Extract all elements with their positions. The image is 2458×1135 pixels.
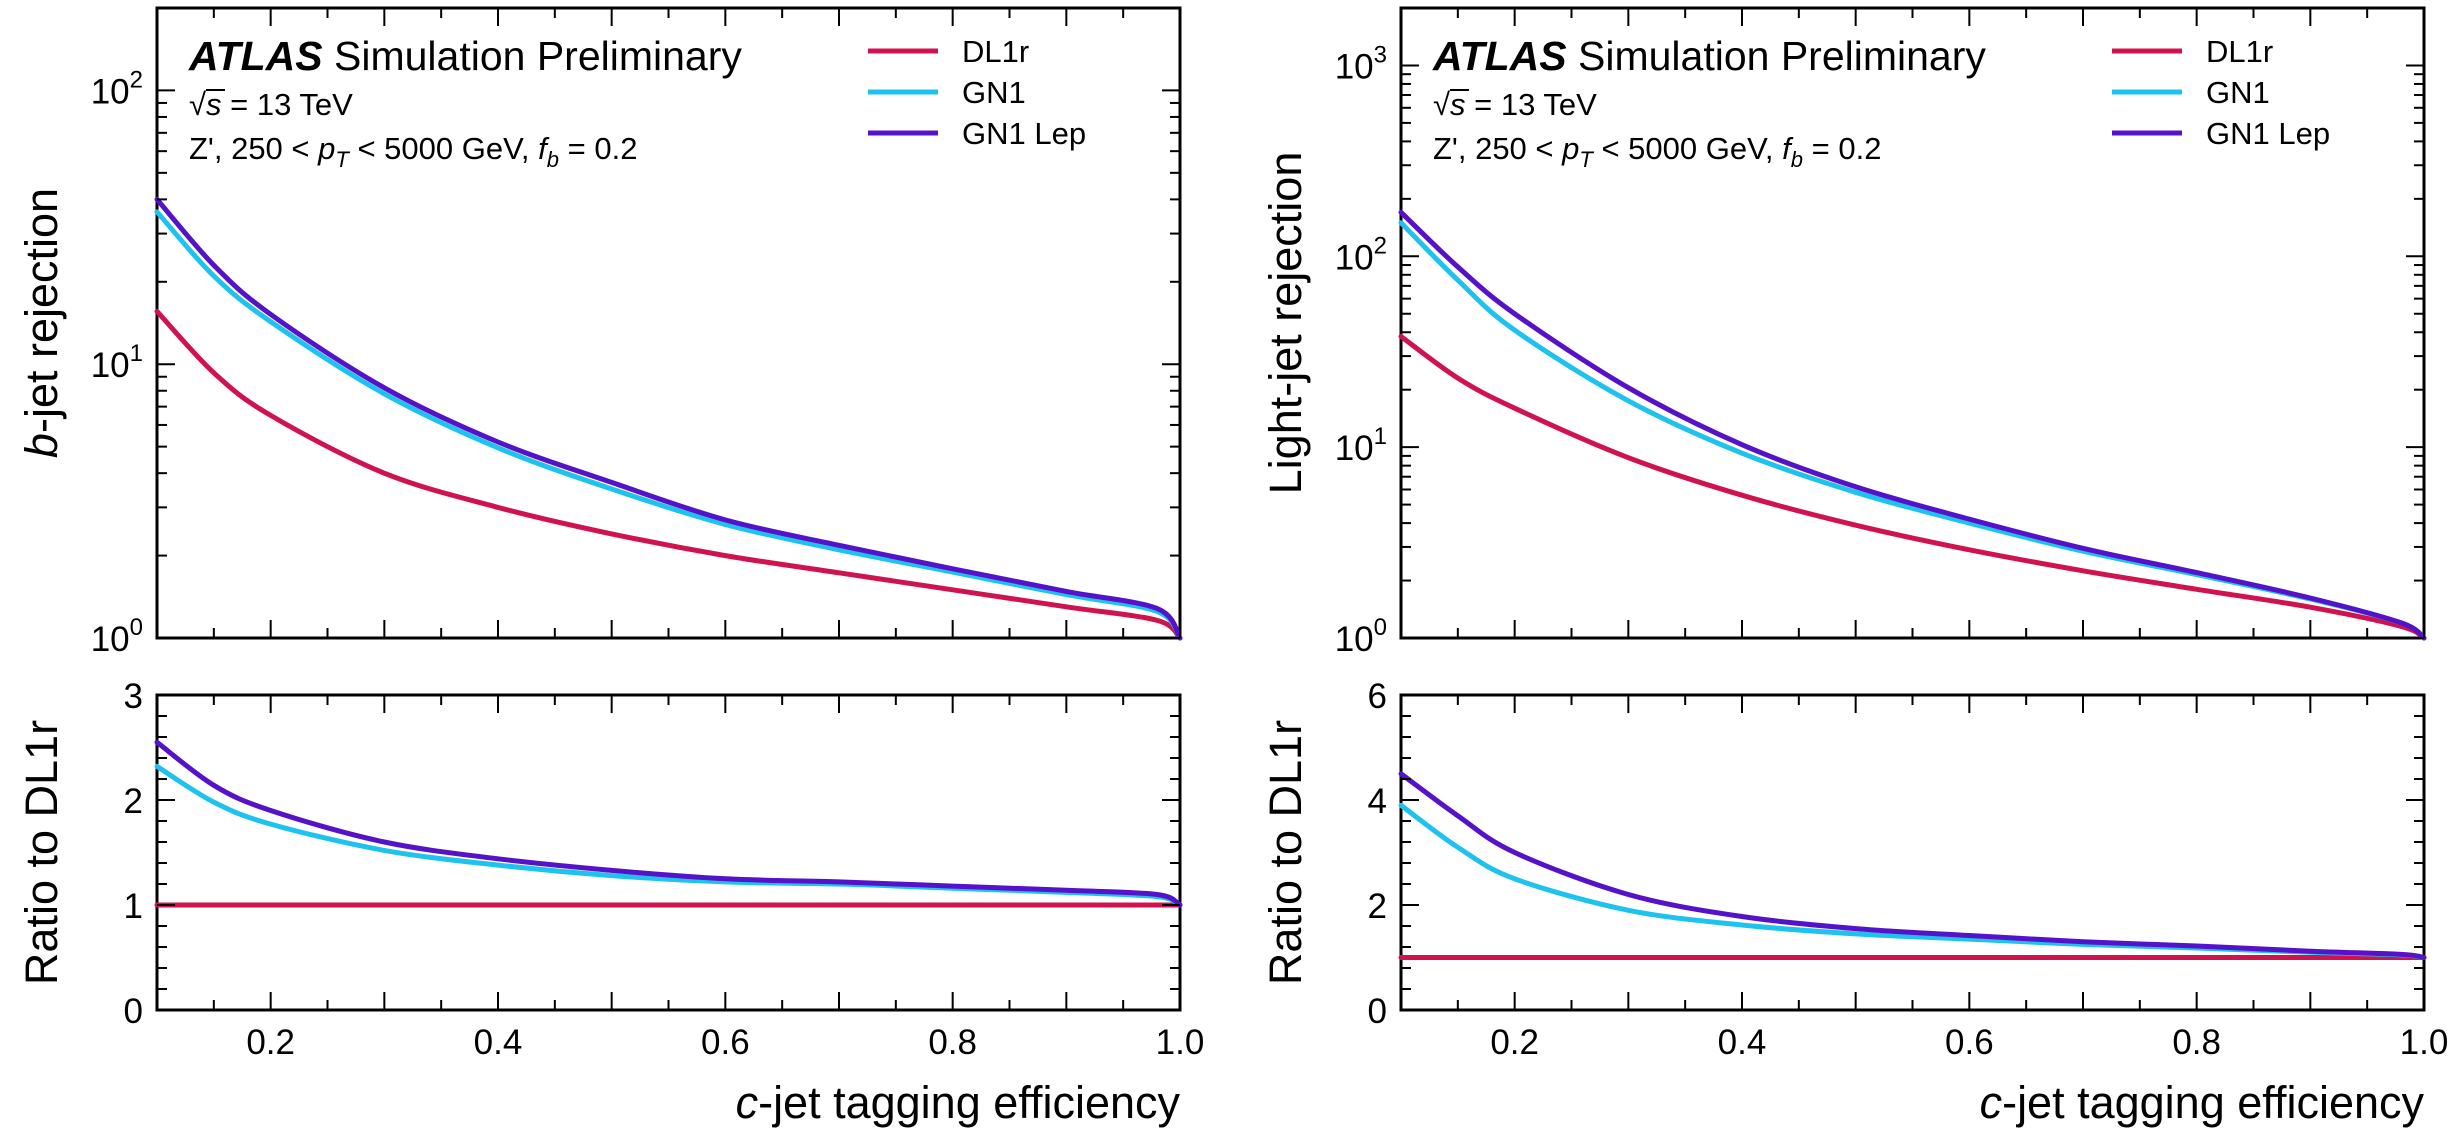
experiment-label: ATLAS Simulation Preliminary [1432,33,1986,79]
y-tick-label: 6 [1368,677,1387,716]
x-ticks: 0.2 0.4 0.6 0.8 1.0 [156,695,1205,1062]
y-axis-label: Light-jet rejection [1260,152,1311,495]
x-axis-label: c-jet tagging efficiency [736,1077,1181,1128]
x-tick-label: 1.0 [2400,1023,2449,1062]
x-ticks: 0.2 0.4 0.6 0.8 1.0 [1400,695,2449,1062]
plot-frame [1399,693,2426,1012]
series-line-gn1-lep [154,196,1183,641]
annotation: ATLAS Simulation Preliminary √s = 13 TeV Z… [1432,33,1986,172]
x-tick-label: 0.4 [1718,1023,1767,1062]
energy-label: √s = 13 TeV [1433,87,1597,122]
series-line-dl1r [1398,334,2427,641]
x-ticks [1400,8,2425,638]
series-line-gn1-lep [1398,209,2427,641]
panel-right-ratio: Ratio to DL1r c-jet tagging efficiency [1260,693,2426,1128]
series-line-dl1r [154,308,1183,641]
x-axis-label: c-jet tagging efficiency [1980,1077,2425,1128]
y-ticks: 0 2 4 6 [1368,677,2424,1031]
x-tick-label: 0.6 [1945,1023,1994,1062]
x-tick-label: 0.2 [1490,1023,1539,1062]
legend-label: DL1r [962,34,1029,69]
y-tick-label: 100 [1335,614,1387,659]
y-tick-label: 102 [1335,232,1387,277]
plot-frame [155,693,1182,1012]
x-ticks [156,8,1181,638]
y-ticks: 0 1 2 3 [124,677,1180,1031]
y-ticks: 100 101 102 [91,7,1180,659]
legend-label: GN1 [2206,75,2270,110]
x-tick-label: 0.4 [474,1023,523,1062]
left-main-series [154,196,1183,641]
right-ratio-series [1398,771,2427,961]
series-line-gn1 [154,763,1183,908]
left-ratio-series [154,739,1183,908]
y-tick-label: 0 [1368,992,1387,1031]
x-tick-label: 1.0 [1156,1023,1205,1062]
y-tick-label: 101 [1335,423,1387,468]
right-main-series [1398,209,2427,641]
annotation: ATLAS Simulation Preliminary √s = 13 TeV Z… [188,33,742,172]
y-tick-label: 103 [1335,41,1387,86]
series-line-gn1 [154,209,1183,641]
y-tick-label: 1 [124,887,143,926]
series-line-gn1 [1398,220,2427,641]
y-ticks: 100 101 102 103 [1335,7,2424,659]
x-tick-label: 0.6 [701,1023,750,1062]
legend-label: GN1 Lep [962,116,1086,151]
y-axis-label: Ratio to DL1r [16,720,67,985]
legend-label: GN1 Lep [2206,116,2330,151]
panel-left-ratio: Ratio to DL1r c-jet tagging efficiency [16,693,1182,1128]
legend-label: DL1r [2206,34,2273,69]
x-tick-label: 0.8 [928,1023,977,1062]
y-axis-label: Ratio to DL1r [1260,720,1311,985]
y-tick-label: 102 [91,66,143,111]
selection-label: Z', 250 < pT < 5000 GeV, fb = 0.2 [1433,131,1881,172]
experiment-label: ATLAS Simulation Preliminary [188,33,742,79]
y-tick-label: 2 [124,782,143,821]
x-tick-label: 0.8 [2172,1023,2221,1062]
x-tick-label: 0.2 [246,1023,295,1062]
y-tick-label: 0 [124,992,143,1031]
y-tick-label: 4 [1368,782,1387,821]
y-tick-label: 100 [91,614,143,659]
y-tick-label: 2 [1368,887,1387,926]
series-line-gn1-lep [154,739,1183,908]
y-tick-label: 3 [124,677,143,716]
selection-label: Z', 250 < pT < 5000 GeV, fb = 0.2 [189,131,637,172]
energy-label: √s = 13 TeV [189,87,353,122]
series-line-gn1-lep [1398,771,2427,960]
legend: DL1r GN1 GN1 Lep [868,34,1086,151]
y-axis-label: b-jet rejection [16,188,67,458]
y-tick-label: 101 [91,340,143,385]
legend: DL1r GN1 GN1 Lep [2112,34,2330,151]
legend-label: GN1 [962,75,1026,110]
